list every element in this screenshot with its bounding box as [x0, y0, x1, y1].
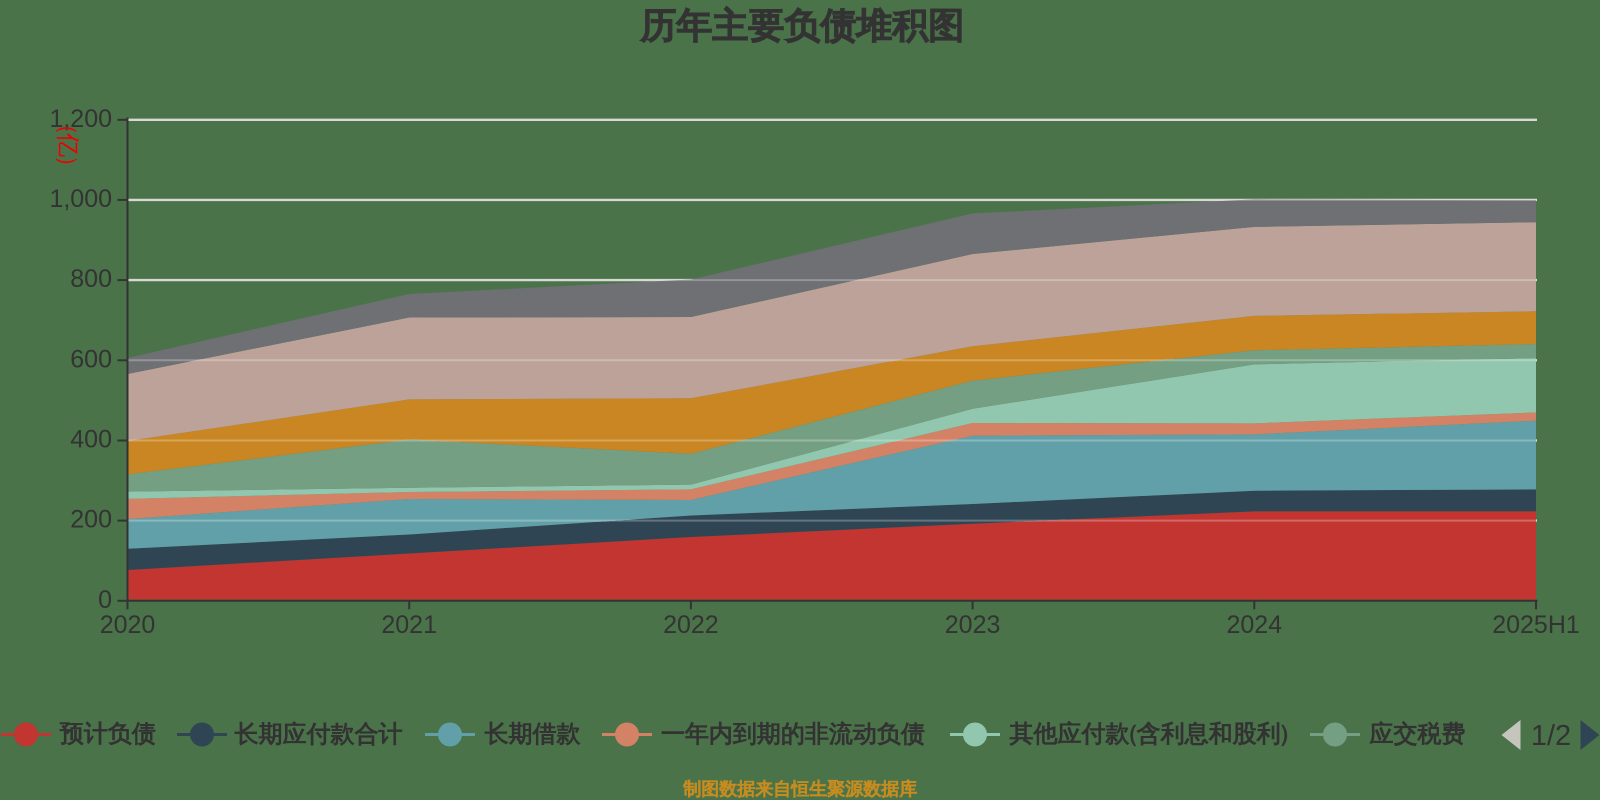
svg-text:200: 200	[70, 506, 112, 534]
svg-text:2022: 2022	[663, 611, 719, 639]
svg-text:2024: 2024	[1226, 611, 1282, 639]
svg-text:2023: 2023	[945, 611, 1001, 639]
svg-text:0: 0	[98, 586, 112, 614]
svg-text:800: 800	[70, 265, 112, 293]
svg-text:1,000: 1,000	[49, 185, 112, 213]
svg-text:400: 400	[70, 426, 112, 454]
svg-text:600: 600	[70, 345, 112, 373]
svg-text:2021: 2021	[381, 611, 437, 639]
svg-text:2025H1: 2025H1	[1492, 611, 1580, 639]
svg-text:2020: 2020	[100, 611, 156, 639]
svg-text:1/2: 1/2	[1531, 720, 1571, 752]
svg-text:1,200: 1,200	[49, 105, 112, 133]
